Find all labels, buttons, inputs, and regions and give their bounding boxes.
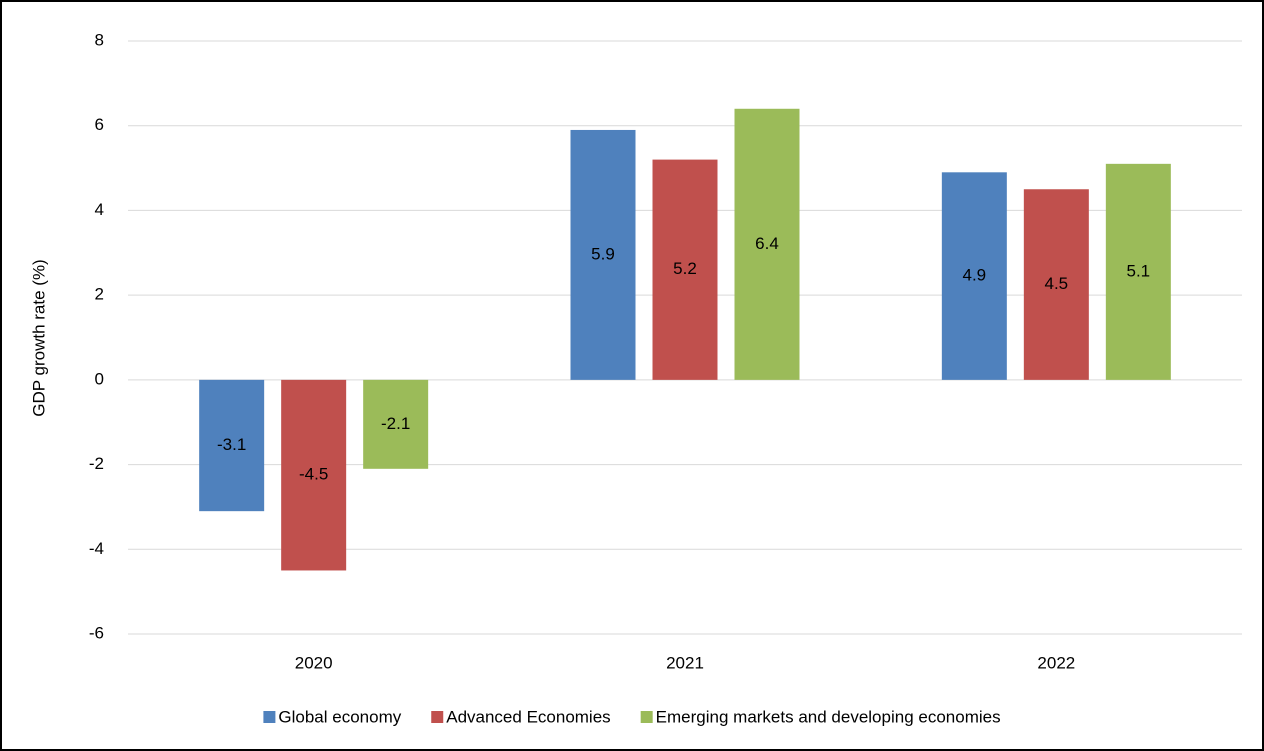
x-tick-label: 2022	[1037, 653, 1075, 672]
bar	[570, 129, 636, 380]
y-tick-label: 4	[95, 200, 104, 219]
bar	[1023, 189, 1089, 380]
data-label: -2.1	[381, 414, 410, 433]
bar	[941, 172, 1007, 380]
data-label: 4.5	[1045, 274, 1069, 293]
bar	[1105, 163, 1171, 380]
y-tick-label: 8	[95, 30, 104, 49]
y-tick-label: 6	[95, 115, 104, 134]
legend-swatch	[431, 711, 444, 723]
y-tick-label: -4	[89, 539, 104, 558]
y-tick-label: -2	[89, 454, 104, 473]
bar	[734, 108, 800, 380]
bar	[652, 159, 718, 380]
data-label: 5.2	[673, 259, 697, 278]
bar	[199, 379, 265, 512]
bar	[281, 379, 347, 571]
data-label: 4.9	[963, 266, 987, 285]
legend-label: Emerging markets and developing economie…	[656, 707, 1001, 726]
y-tick-label: 2	[95, 285, 104, 304]
data-label: 5.9	[591, 244, 615, 263]
y-axis-label: GDP growth rate (%)	[29, 259, 48, 416]
y-tick-label: 0	[95, 369, 104, 388]
legend-label: Global economy	[278, 707, 401, 726]
bar	[363, 379, 429, 469]
data-label: -3.1	[217, 435, 246, 454]
x-tick-label: 2020	[295, 653, 333, 672]
legend-swatch	[640, 711, 653, 723]
legend-swatch	[263, 711, 276, 723]
legend-label: Advanced Economies	[446, 707, 610, 726]
y-tick-label: -6	[89, 623, 104, 642]
x-tick-label: 2021	[666, 653, 704, 672]
data-label: -4.5	[299, 465, 328, 484]
data-label: 6.4	[755, 234, 779, 253]
data-label: 5.1	[1127, 261, 1151, 280]
